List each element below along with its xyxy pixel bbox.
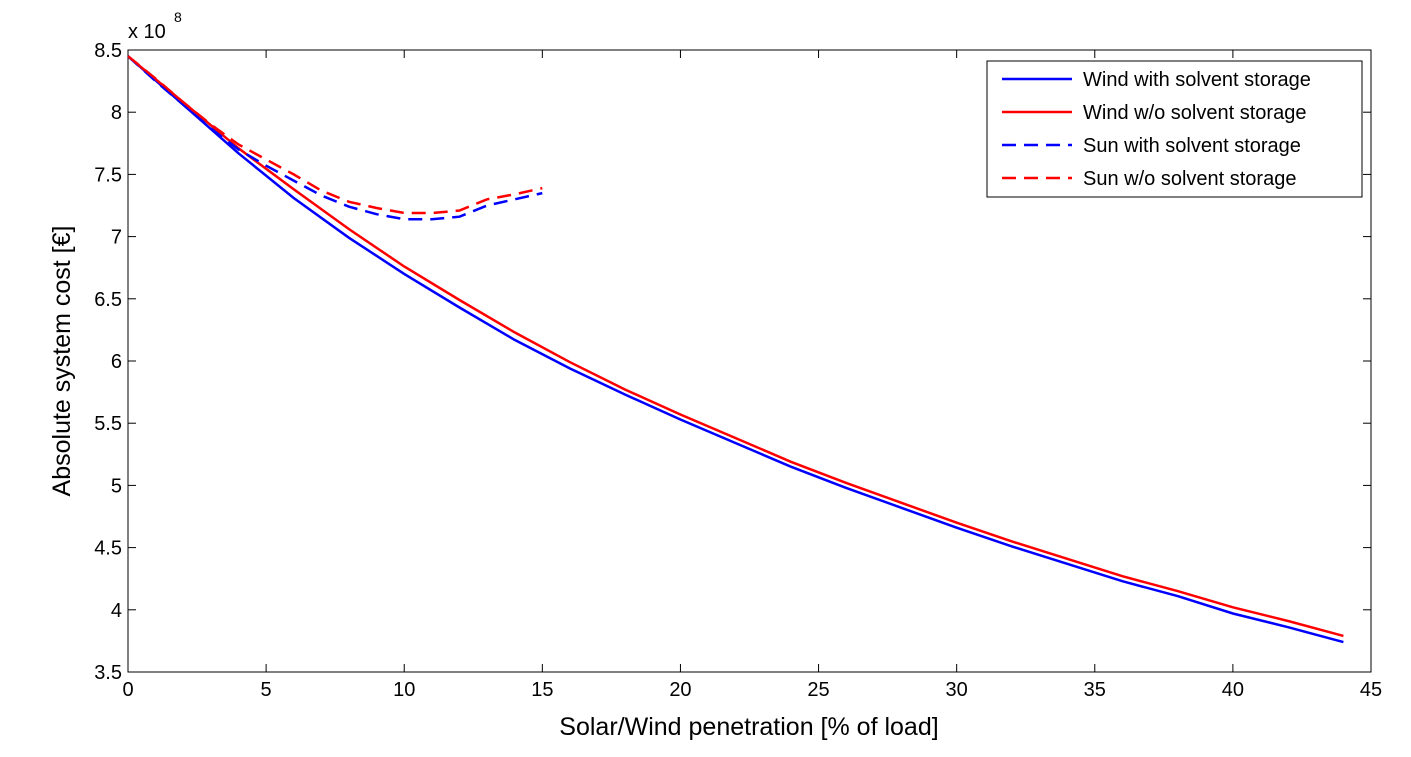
- x-tick-label: 45: [1360, 679, 1382, 701]
- x-axis-label: Solar/Wind penetration [% of load]: [559, 713, 938, 741]
- x-tick-label: 40: [1222, 679, 1244, 701]
- legend-items: Wind with solvent storage Wind w/o solven…: [1002, 69, 1311, 190]
- x-tick-label: 0: [122, 679, 133, 701]
- y-tick-label: 5: [111, 475, 122, 497]
- y-tick-label: 8: [111, 102, 122, 124]
- series-line-3: [127, 55, 543, 221]
- x-tick-label: 20: [669, 679, 691, 701]
- y-tick-label: 7.5: [94, 164, 122, 186]
- y-multiplier-exponent: 8: [174, 9, 182, 25]
- legend-box: [986, 60, 1363, 198]
- x-tick-label: 10: [393, 679, 415, 701]
- y-tick-label: 6.5: [94, 289, 122, 311]
- x-tick-label: 30: [946, 679, 968, 701]
- x-tick-label: 25: [807, 679, 829, 701]
- legend-label: Sun w/o solvent storage: [1083, 168, 1296, 190]
- y-tick-label: 7: [111, 227, 122, 249]
- y-multiplier-label: x 10: [128, 21, 166, 43]
- ticks: 0 5 10 15 20 25 30 35 40 45 3.5 4 4.5 5 5.5 6 6.5 7 7.5 8 8.…: [94, 40, 1382, 701]
- y-tick-label: 4.5: [94, 538, 122, 560]
- x-tick-label: 15: [531, 679, 553, 701]
- legend-label: Wind with solvent storage: [1083, 69, 1311, 91]
- legend: Wind with solvent storage Wind w/o solven…: [986, 60, 1363, 198]
- y-tick-label: 6: [111, 351, 122, 373]
- y-tick-label: 3.5: [94, 662, 122, 684]
- series-line-4: [127, 55, 543, 215]
- series-line-2: [127, 55, 1344, 638]
- series-line-1: [127, 55, 1344, 644]
- series-layer: [127, 55, 1344, 644]
- x-tick-label: 5: [261, 679, 272, 701]
- y-tick-label: 8.5: [94, 40, 122, 62]
- legend-label: Wind w/o solvent storage: [1083, 102, 1306, 124]
- y-tick-label: 5.5: [94, 413, 122, 435]
- y-tick-label: 4: [111, 600, 122, 622]
- legend-label: Sun with solvent storage: [1083, 135, 1301, 157]
- y-axis-label: Absolute system cost [€]: [48, 226, 76, 497]
- x-tick-label: 35: [1084, 679, 1106, 701]
